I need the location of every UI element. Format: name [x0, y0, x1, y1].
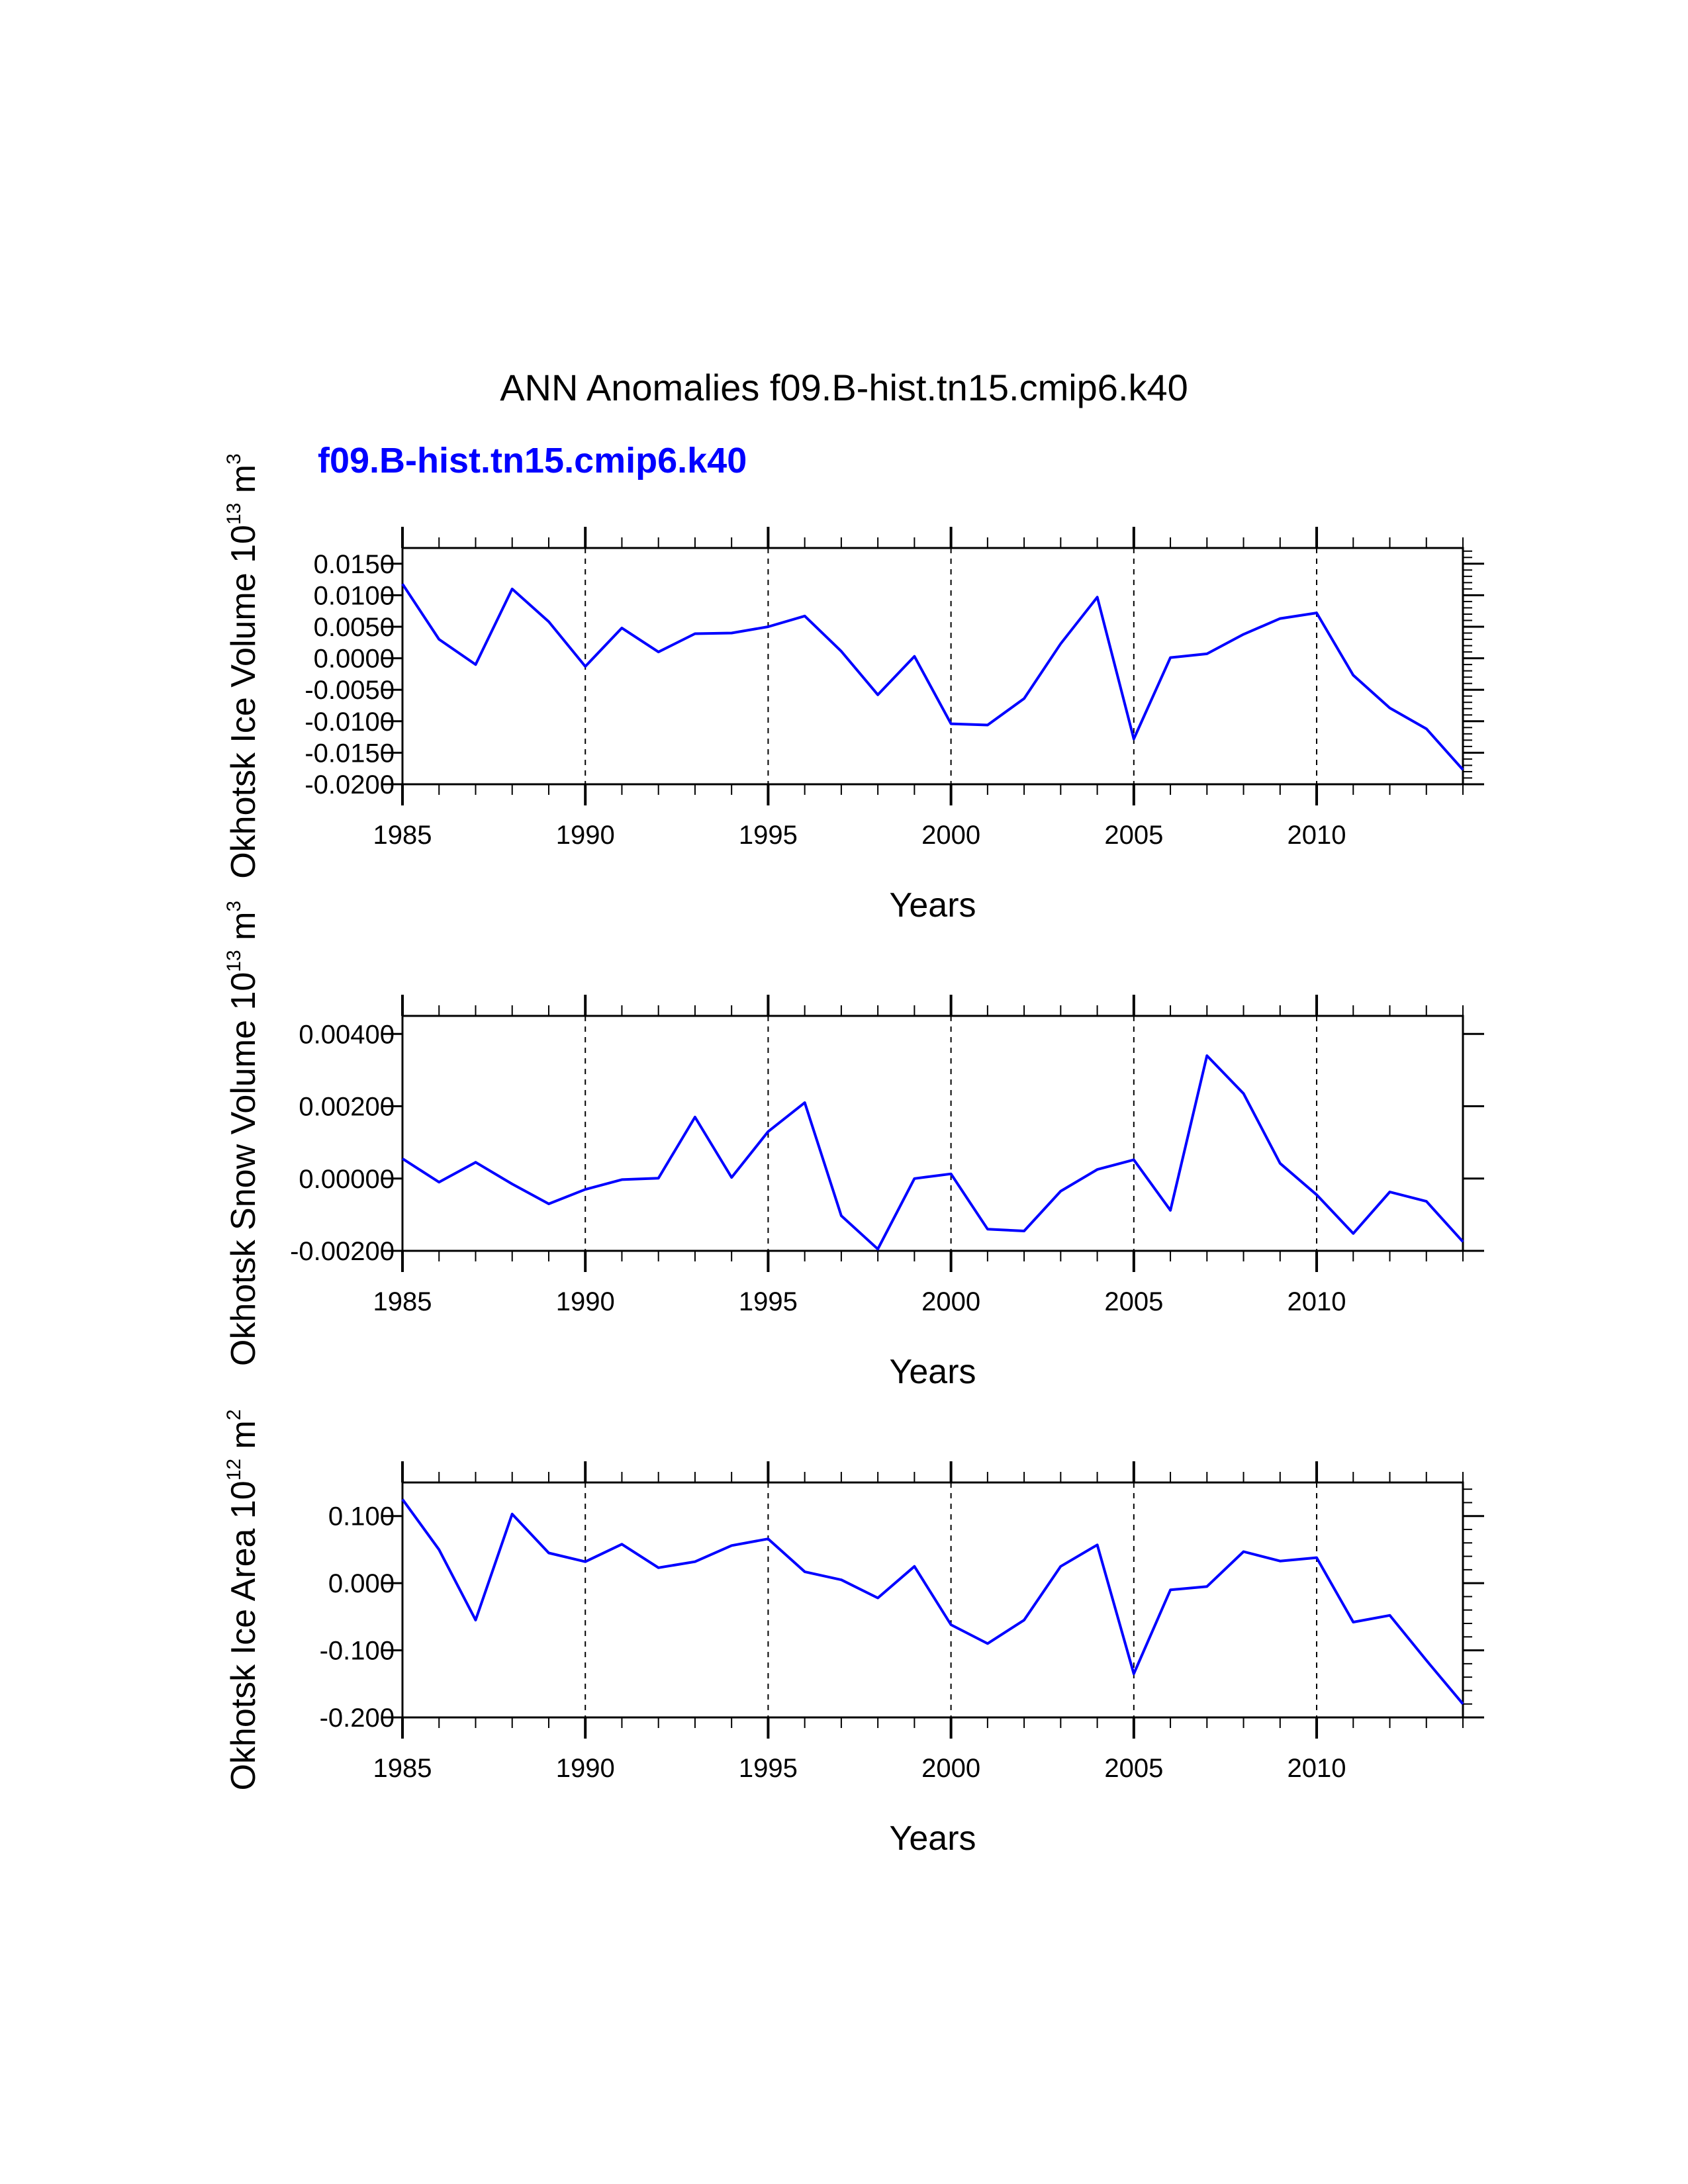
y-tick-label: 0.0100 — [314, 581, 395, 610]
y-tick-label: 0.0150 — [314, 550, 395, 579]
y-tick-label: 0.100 — [328, 1502, 395, 1531]
y-axis-label: Okhotsk Ice Area 1012 m2 — [223, 1409, 263, 1790]
y-label-text: Okhotsk Ice Area 10 — [224, 1480, 263, 1790]
plot-frame — [401, 1481, 1464, 1719]
y-label-text: Okhotsk Snow Volume 10 — [224, 972, 263, 1366]
x-tick-label: 1995 — [739, 1754, 798, 1783]
y-label-unit: m — [224, 912, 263, 950]
x-tick-label: 2005 — [1104, 1287, 1163, 1316]
y-tick-label: 0.00000 — [299, 1165, 395, 1194]
x-tick-label: 2010 — [1288, 821, 1346, 850]
x-tick-label: 1985 — [373, 1754, 432, 1783]
y-label-unit: m — [224, 1420, 263, 1459]
x-tick-label: 1990 — [556, 1754, 615, 1783]
y-tick-label: -0.0150 — [305, 739, 395, 768]
y-label-unit-exponent: 3 — [223, 901, 245, 912]
figure-title: ANN Anomalies f09.B-hist.tn15.cmip6.k40 — [500, 367, 1188, 408]
series-line — [401, 1498, 1464, 1705]
y-tick-label: -0.0050 — [305, 676, 395, 705]
y-label-exponent: 13 — [223, 503, 245, 525]
x-tick-label: 2010 — [1288, 1754, 1346, 1783]
plot-frame — [401, 547, 1464, 786]
x-tick-label: 2005 — [1104, 821, 1163, 850]
panel-2: 1985 1990 1995 2000 2005 2010 0.00400 0.00200 0.… — [223, 901, 1484, 1391]
y-axis-label: Okhotsk Ice Volume 1013 m3 — [223, 453, 263, 879]
case-label: f09.B-hist.tn15.cmip6.k40 — [318, 441, 747, 480]
x-axis-label: Years — [889, 886, 976, 925]
x-tick-label: 2010 — [1288, 1287, 1346, 1316]
x-axis-label: Years — [889, 1353, 976, 1391]
y-label-unit: m — [224, 465, 263, 503]
y-tick-label: 0.000 — [328, 1569, 395, 1598]
x-tick-label: 1985 — [373, 1287, 432, 1316]
x-tick-label: 2000 — [921, 1287, 980, 1316]
y-tick-label: -0.00200 — [290, 1237, 395, 1266]
y-tick-label: -0.0200 — [305, 770, 395, 799]
x-tick-label: 1995 — [739, 1287, 798, 1316]
y-axis-label: Okhotsk Snow Volume 1013 m3 — [223, 901, 263, 1366]
series-line — [401, 1054, 1464, 1251]
series-line — [401, 583, 1464, 771]
plot-frame — [401, 1015, 1464, 1252]
x-tick-label: 1985 — [373, 821, 432, 850]
x-tick-label: 1995 — [739, 821, 798, 850]
y-tick-label: 0.00200 — [299, 1093, 395, 1122]
y-tick-label: -0.0100 — [305, 707, 395, 737]
panel-3: 1985 1990 1995 2000 2005 2010 0.100 0.000 -0.100… — [223, 1409, 1484, 1858]
y-label-text: Okhotsk Ice Volume 10 — [224, 525, 263, 879]
y-label-unit-exponent: 3 — [223, 453, 245, 465]
y-label-unit-exponent: 2 — [223, 1409, 245, 1420]
x-tick-label: 1990 — [556, 1287, 615, 1316]
x-tick-label: 2000 — [921, 821, 980, 850]
y-tick-label: 0.0050 — [314, 613, 395, 642]
x-tick-label: 2000 — [921, 1754, 980, 1783]
x-axis-label: Years — [889, 1819, 976, 1858]
y-tick-label: 0.00400 — [299, 1020, 395, 1049]
y-label-exponent: 13 — [223, 950, 245, 972]
x-tick-label: 1990 — [556, 821, 615, 850]
y-tick-label: -0.200 — [320, 1704, 395, 1733]
y-label-exponent: 12 — [223, 1459, 245, 1480]
x-tick-label: 2005 — [1104, 1754, 1163, 1783]
y-tick-label: -0.100 — [320, 1637, 395, 1666]
y-tick-label: 0.0000 — [314, 645, 395, 674]
